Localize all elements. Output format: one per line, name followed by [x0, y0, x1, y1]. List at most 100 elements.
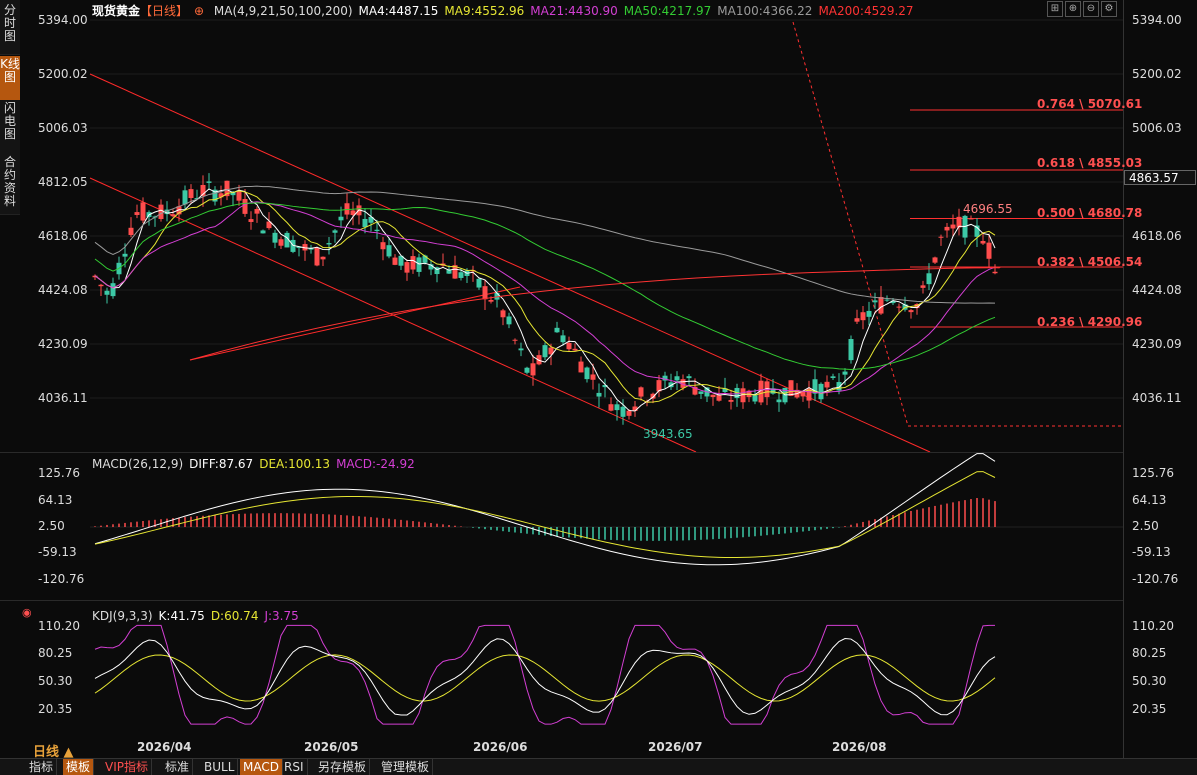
- candle-body: [938, 236, 944, 238]
- candle-body: [422, 255, 428, 263]
- tab-manage-templates[interactable]: 管理模板: [378, 759, 434, 775]
- macd-title: MACD(26,12,9): [92, 457, 184, 471]
- macd-info: MACD(26,12,9) DIFF:87.67 DEA:100.13 MACD:-2…: [92, 457, 421, 471]
- candle-body: [698, 391, 704, 394]
- candle-body: [620, 406, 626, 417]
- candle-body: [866, 310, 872, 317]
- kdj-tick-left: 80.25: [38, 646, 73, 660]
- candle-body: [392, 257, 398, 265]
- tab-standard[interactable]: 标准: [162, 759, 194, 775]
- candle-body: [278, 239, 284, 246]
- candle-body: [266, 221, 272, 229]
- candle-body: [980, 240, 986, 244]
- kdj-tick: 50.30: [1132, 674, 1167, 688]
- candle-body: [248, 219, 254, 222]
- tab-vip-indicators[interactable]: VIP指标: [102, 759, 152, 775]
- candle-body: [242, 199, 248, 214]
- candle-body: [380, 242, 386, 250]
- candle-body: [740, 388, 746, 403]
- tab-macd[interactable]: MACD: [240, 759, 283, 775]
- price-tick-left: 4230.09: [38, 337, 88, 351]
- candle-body: [320, 256, 326, 260]
- price-tick-left: 4424.08: [38, 283, 88, 297]
- macd-tick: -120.76: [1132, 572, 1179, 586]
- candle-body: [188, 189, 194, 199]
- candle-body: [992, 271, 998, 274]
- tab-templates[interactable]: 模板: [63, 759, 95, 775]
- candle-body: [110, 283, 116, 297]
- candle-body: [272, 232, 278, 243]
- candle-body: [776, 399, 782, 403]
- crosshair-icon[interactable]: ⊞: [1047, 1, 1063, 17]
- candle-body: [314, 247, 320, 266]
- candle-body: [848, 339, 854, 361]
- ma200-value: MA200:4529.27: [818, 4, 914, 18]
- ma4-line: [94, 188, 996, 412]
- macd-tick-left: -59.13: [38, 545, 77, 559]
- fib-label: 0.500 \ 4680.78: [1037, 206, 1143, 220]
- period-selector[interactable]: 日线 ▲: [33, 745, 74, 760]
- candle-body: [884, 299, 890, 301]
- date-tick: 2026/04: [137, 740, 192, 754]
- candle-body: [554, 327, 560, 333]
- candle-body: [122, 253, 128, 257]
- tab-rsi[interactable]: RSI: [281, 759, 308, 775]
- candle-body: [602, 384, 608, 388]
- candle-body: [950, 224, 956, 229]
- candle-body: [494, 292, 500, 300]
- candle-body: [164, 209, 170, 215]
- candle-body: [752, 395, 758, 402]
- candle-body: [500, 310, 506, 318]
- candle-body: [956, 216, 962, 228]
- candle-body: [818, 383, 824, 400]
- fib-diagonal: [792, 21, 909, 427]
- candle-body: [404, 262, 410, 273]
- add-icon[interactable]: ⊕: [194, 4, 205, 18]
- candle-body: [908, 310, 914, 313]
- candle-body: [542, 345, 548, 358]
- candle-body: [932, 257, 938, 263]
- candle-body: [692, 386, 698, 395]
- candle-body: [206, 181, 212, 183]
- candle-body: [728, 399, 734, 402]
- candle-body: [506, 316, 512, 325]
- candle-body: [170, 214, 176, 217]
- candle-body: [758, 380, 764, 403]
- tab-bull[interactable]: BULL: [201, 759, 239, 775]
- candle-body: [536, 355, 542, 365]
- pane-divider: [0, 452, 1123, 453]
- tab-lightning[interactable]: 闪电图: [0, 100, 20, 155]
- macd-diff: DIFF:87.67: [189, 457, 254, 471]
- candle-body: [638, 387, 644, 397]
- zoom-in-icon[interactable]: ⊕: [1065, 1, 1081, 17]
- tab-save-template[interactable]: 另存模板: [315, 759, 371, 775]
- candle-body: [878, 296, 884, 314]
- candle-body: [770, 388, 776, 394]
- candle-body: [410, 256, 416, 270]
- candle-body: [626, 410, 632, 416]
- candle-body: [968, 218, 974, 220]
- candle-body: [194, 198, 200, 200]
- tab-contract-info[interactable]: 合约资料: [0, 154, 20, 215]
- candle-body: [416, 257, 422, 272]
- tab-kline[interactable]: K线图: [0, 56, 20, 101]
- kdj-tick: 110.20: [1132, 619, 1174, 633]
- zoom-out-icon[interactable]: ⊖: [1083, 1, 1099, 17]
- price-tick-left: 4812.05: [38, 175, 88, 189]
- candle-body: [284, 232, 290, 248]
- macd-tick-left: 125.76: [38, 466, 80, 480]
- candle-body: [518, 348, 524, 351]
- tab-indicators[interactable]: 指标: [26, 759, 58, 775]
- kdj-tick-left: 110.20: [38, 619, 80, 633]
- candle-body: [350, 210, 356, 216]
- candle-body: [398, 255, 404, 266]
- ma9-line: [94, 190, 996, 403]
- ma100-value: MA100:4366.22: [717, 4, 813, 18]
- settings-icon[interactable]: ⚙: [1101, 1, 1117, 17]
- ma21-value: MA21:4430.90: [530, 4, 618, 18]
- indicator-close-icon[interactable]: ◉: [22, 606, 32, 619]
- candle-body: [944, 226, 950, 231]
- candle-body: [254, 208, 260, 214]
- tab-timeshare[interactable]: 分时图: [0, 0, 20, 55]
